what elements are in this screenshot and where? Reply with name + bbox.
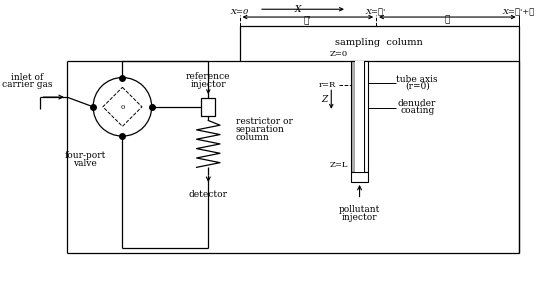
Text: inlet of: inlet of <box>11 73 43 82</box>
Bar <box>365 61 368 172</box>
Text: detector: detector <box>189 190 228 199</box>
Text: Z: Z <box>322 96 328 105</box>
Bar <box>240 26 519 61</box>
Bar <box>351 61 355 172</box>
Text: X=0: X=0 <box>231 8 249 16</box>
Text: ℓ: ℓ <box>445 15 450 24</box>
Text: X=ℓ'+ℓ: X=ℓ'+ℓ <box>502 8 535 16</box>
Text: injector: injector <box>342 213 377 222</box>
Text: tube axis: tube axis <box>396 75 438 84</box>
Text: ℓ': ℓ' <box>304 15 312 24</box>
Text: four-port: four-port <box>65 151 106 160</box>
Circle shape <box>93 78 152 136</box>
Text: injector: injector <box>191 80 226 89</box>
Text: r=R: r=R <box>319 81 336 89</box>
Text: coating: coating <box>400 106 434 115</box>
Text: pollutant: pollutant <box>339 205 380 214</box>
Text: reference: reference <box>186 72 231 81</box>
Text: o: o <box>120 103 125 111</box>
Text: column: column <box>235 133 269 142</box>
Text: X=ℓ': X=ℓ' <box>366 8 386 16</box>
Text: Z=L: Z=L <box>329 161 348 169</box>
Text: denuder: denuder <box>398 99 437 108</box>
Bar <box>355 61 365 172</box>
Text: Z=0: Z=0 <box>330 50 348 58</box>
Text: carrier gas: carrier gas <box>2 80 52 89</box>
Text: X: X <box>295 5 301 14</box>
Bar <box>202 98 215 115</box>
Text: valve: valve <box>74 159 97 168</box>
Bar <box>351 172 368 182</box>
Text: restrictor or: restrictor or <box>235 117 293 126</box>
Text: separation: separation <box>235 125 284 134</box>
Text: (r=0): (r=0) <box>405 82 429 91</box>
Text: sampling  column: sampling column <box>335 38 423 47</box>
